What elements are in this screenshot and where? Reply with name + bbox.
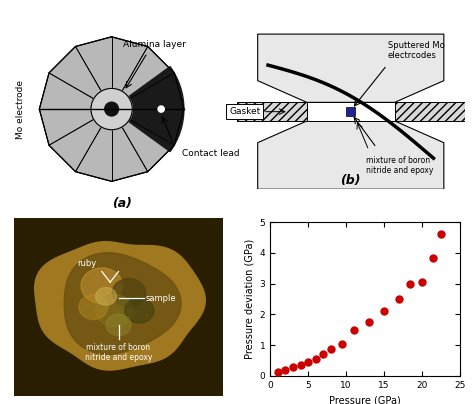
Point bbox=[350, 327, 357, 334]
Point bbox=[319, 350, 327, 357]
Text: mixture of boron
nitride and epoxy: mixture of boron nitride and epoxy bbox=[366, 156, 434, 175]
Polygon shape bbox=[307, 102, 395, 121]
Text: (b): (b) bbox=[340, 174, 361, 187]
Circle shape bbox=[106, 314, 131, 335]
Point bbox=[274, 369, 282, 375]
Polygon shape bbox=[237, 102, 307, 121]
Circle shape bbox=[105, 102, 118, 116]
X-axis label: Pressure (GPa): Pressure (GPa) bbox=[329, 395, 401, 404]
Point bbox=[429, 254, 437, 261]
Text: (a): (a) bbox=[112, 197, 132, 210]
Point bbox=[380, 308, 388, 314]
Polygon shape bbox=[258, 121, 444, 189]
Polygon shape bbox=[64, 253, 181, 354]
Circle shape bbox=[79, 295, 108, 320]
Text: Gasket: Gasket bbox=[229, 107, 260, 116]
Text: sample: sample bbox=[146, 294, 176, 303]
Point bbox=[282, 366, 289, 373]
Circle shape bbox=[96, 295, 133, 326]
Point bbox=[407, 280, 414, 287]
Point bbox=[338, 341, 346, 347]
Point bbox=[418, 279, 426, 285]
Circle shape bbox=[81, 268, 123, 303]
Bar bbox=[346, 107, 356, 116]
Circle shape bbox=[96, 288, 117, 305]
Polygon shape bbox=[395, 102, 465, 121]
Point bbox=[365, 319, 373, 325]
Text: mixture of boron
nitride and epoxy: mixture of boron nitride and epoxy bbox=[85, 343, 152, 362]
Point bbox=[327, 345, 335, 352]
Wedge shape bbox=[111, 67, 184, 152]
Circle shape bbox=[125, 298, 154, 323]
Point bbox=[437, 231, 445, 238]
Text: Sputtered Mo
electrcodes: Sputtered Mo electrcodes bbox=[388, 40, 445, 60]
Point bbox=[289, 364, 297, 370]
Point bbox=[304, 359, 312, 365]
Circle shape bbox=[91, 88, 132, 130]
Point bbox=[312, 356, 319, 362]
Polygon shape bbox=[258, 34, 444, 102]
Circle shape bbox=[158, 106, 164, 112]
Y-axis label: Pressure deviation (GPa): Pressure deviation (GPa) bbox=[244, 239, 254, 359]
Circle shape bbox=[112, 279, 146, 307]
Text: ruby: ruby bbox=[77, 259, 96, 268]
Point bbox=[297, 362, 304, 368]
Text: Mo electrode: Mo electrode bbox=[16, 80, 25, 139]
Polygon shape bbox=[35, 242, 205, 370]
Circle shape bbox=[91, 88, 132, 130]
Point bbox=[395, 296, 403, 302]
Text: Contact lead: Contact lead bbox=[182, 149, 239, 158]
Polygon shape bbox=[39, 37, 184, 181]
Text: Alumina layer: Alumina layer bbox=[123, 40, 186, 48]
